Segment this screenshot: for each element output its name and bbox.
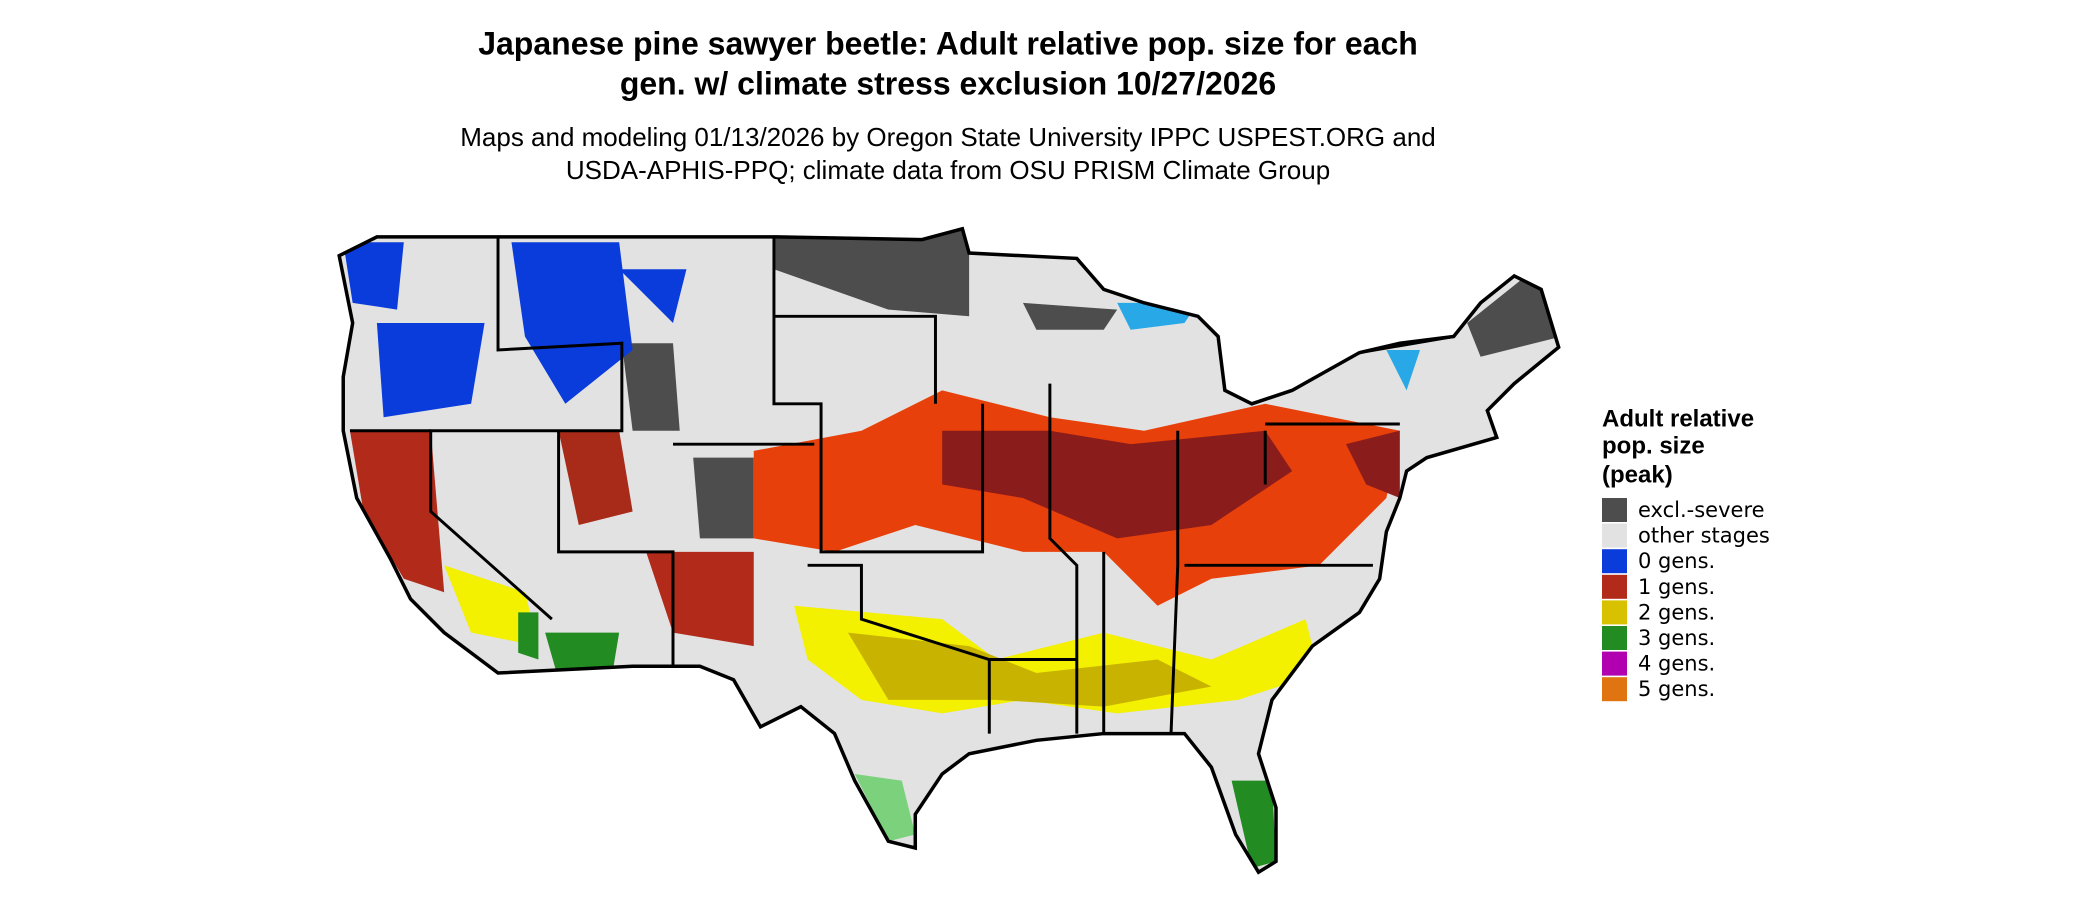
title-line: gen. w/ climate stress exclusion 10/27/2… — [620, 65, 1276, 101]
legend-label: 0 gens. — [1638, 549, 1715, 573]
title-line: Japanese pine sawyer beetle: Adult relat… — [478, 25, 1418, 61]
legend-swatch — [1602, 498, 1627, 522]
regions — [343, 228, 1559, 869]
legend-swatch — [1602, 523, 1627, 548]
legend-label: 2 gens. — [1638, 600, 1715, 624]
legend: Adult relative pop. size (peak) excl.-se… — [1602, 405, 1770, 702]
legend-title: Adult relative — [1602, 405, 1754, 432]
legend-label: 5 gens. — [1638, 677, 1715, 701]
legend-swatch — [1602, 626, 1627, 650]
legend-label: other stages — [1638, 524, 1770, 548]
subtitle-line: Maps and modeling 01/13/2026 by Oregon S… — [460, 122, 1436, 152]
legend-label: excl.-severe — [1638, 498, 1765, 522]
legend-swatch — [1602, 549, 1627, 574]
legend-swatch — [1602, 600, 1627, 625]
title: Japanese pine sawyer beetle: Adult relat… — [460, 25, 1436, 184]
legend-swatch — [1602, 677, 1627, 702]
us-map — [337, 227, 1561, 874]
subtitle-line: USDA-APHIS-PPQ; climate data from OSU PR… — [566, 155, 1330, 185]
state-lines — [349, 236, 1454, 734]
legend-title: pop. size — [1602, 432, 1705, 459]
legend-swatch — [1602, 574, 1627, 599]
legend-label: 1 gens. — [1638, 575, 1715, 599]
legend-label: 4 gens. — [1638, 652, 1715, 676]
legend-title: (peak) — [1602, 461, 1673, 488]
legend-label: 3 gens. — [1638, 626, 1715, 650]
legend-swatch — [1602, 651, 1627, 676]
